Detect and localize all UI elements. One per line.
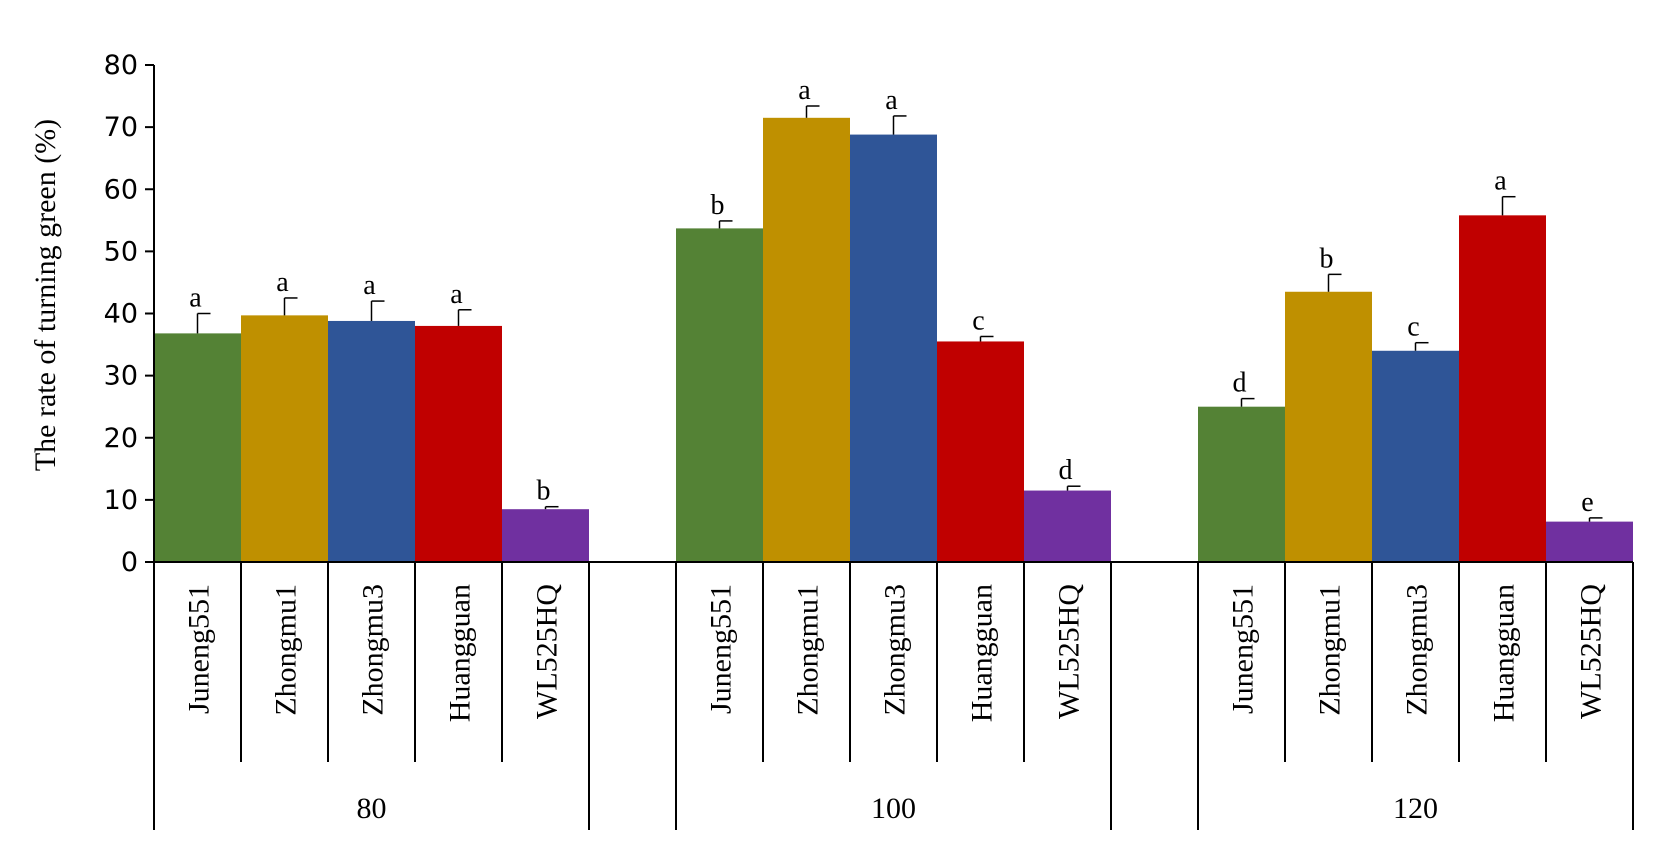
bar [1372, 350, 1459, 562]
significance-label: a [798, 75, 811, 106]
significance-label: e [1581, 487, 1593, 518]
significance-label: a [1494, 166, 1507, 197]
group-label: 100 [871, 792, 916, 825]
significance-label: a [363, 270, 376, 301]
y-tick-label: 30 [104, 361, 138, 392]
bar [1285, 291, 1372, 562]
significance-label: a [189, 283, 202, 314]
category-label: WL525HQ [1575, 584, 1608, 719]
significance-label: b [1320, 243, 1334, 274]
significance-label: a [276, 267, 289, 298]
bar [241, 315, 328, 562]
bar [1459, 215, 1546, 562]
bar [1546, 521, 1633, 562]
category-label: Huangguan [1488, 584, 1521, 722]
bar [676, 228, 763, 563]
axis-layer [145, 64, 1634, 830]
significance-label: b [711, 190, 725, 221]
category-label: Zhongmu1 [792, 584, 825, 716]
bar [1198, 406, 1285, 562]
category-label: Zhongmu3 [1401, 584, 1434, 716]
y-tick-label: 60 [104, 174, 138, 205]
y-axis-title: The rate of turning green (%) [29, 119, 62, 471]
significance-label: a [450, 279, 463, 310]
y-tick-label: 40 [104, 299, 138, 330]
category-label: Zhongmu1 [270, 584, 303, 716]
category-label: Zhongmu1 [1314, 584, 1347, 716]
bar [154, 333, 241, 562]
significance-label: a [885, 85, 898, 116]
bar [850, 134, 937, 562]
significance-label: c [1407, 312, 1419, 343]
bar [502, 509, 589, 562]
y-tick-label: 70 [104, 112, 138, 143]
category-label: Huangguan [444, 584, 477, 722]
label-layer: 0 10 20 30 40 50 60 70 80 a a a a b Juneng551 Zhongmu1 Z… [104, 50, 1608, 825]
bar [328, 320, 415, 562]
y-tick-label: 50 [104, 236, 138, 267]
bar [937, 341, 1024, 562]
bars-layer [154, 105, 1633, 563]
category-label: WL525HQ [1053, 584, 1086, 719]
category-label: WL525HQ [531, 584, 564, 719]
group-label: 80 [357, 792, 387, 825]
bar [763, 117, 850, 563]
category-label: Juneng551 [183, 584, 216, 714]
category-label: Zhongmu3 [879, 584, 912, 716]
significance-label: c [972, 305, 984, 336]
y-tick-label: 80 [104, 50, 138, 81]
category-label: Juneng551 [705, 584, 738, 714]
significance-label: d [1233, 368, 1247, 399]
group-label: 120 [1393, 792, 1438, 825]
category-label: Huangguan [966, 584, 999, 722]
y-tick-label: 10 [104, 485, 138, 516]
significance-label: d [1059, 455, 1073, 486]
bar [415, 325, 502, 562]
y-tick-label: 20 [104, 423, 138, 454]
significance-label: b [537, 476, 551, 507]
category-label: Zhongmu3 [357, 584, 390, 716]
category-label: Juneng551 [1227, 584, 1260, 714]
bar [1024, 490, 1111, 562]
y-tick-label: 0 [121, 547, 138, 578]
